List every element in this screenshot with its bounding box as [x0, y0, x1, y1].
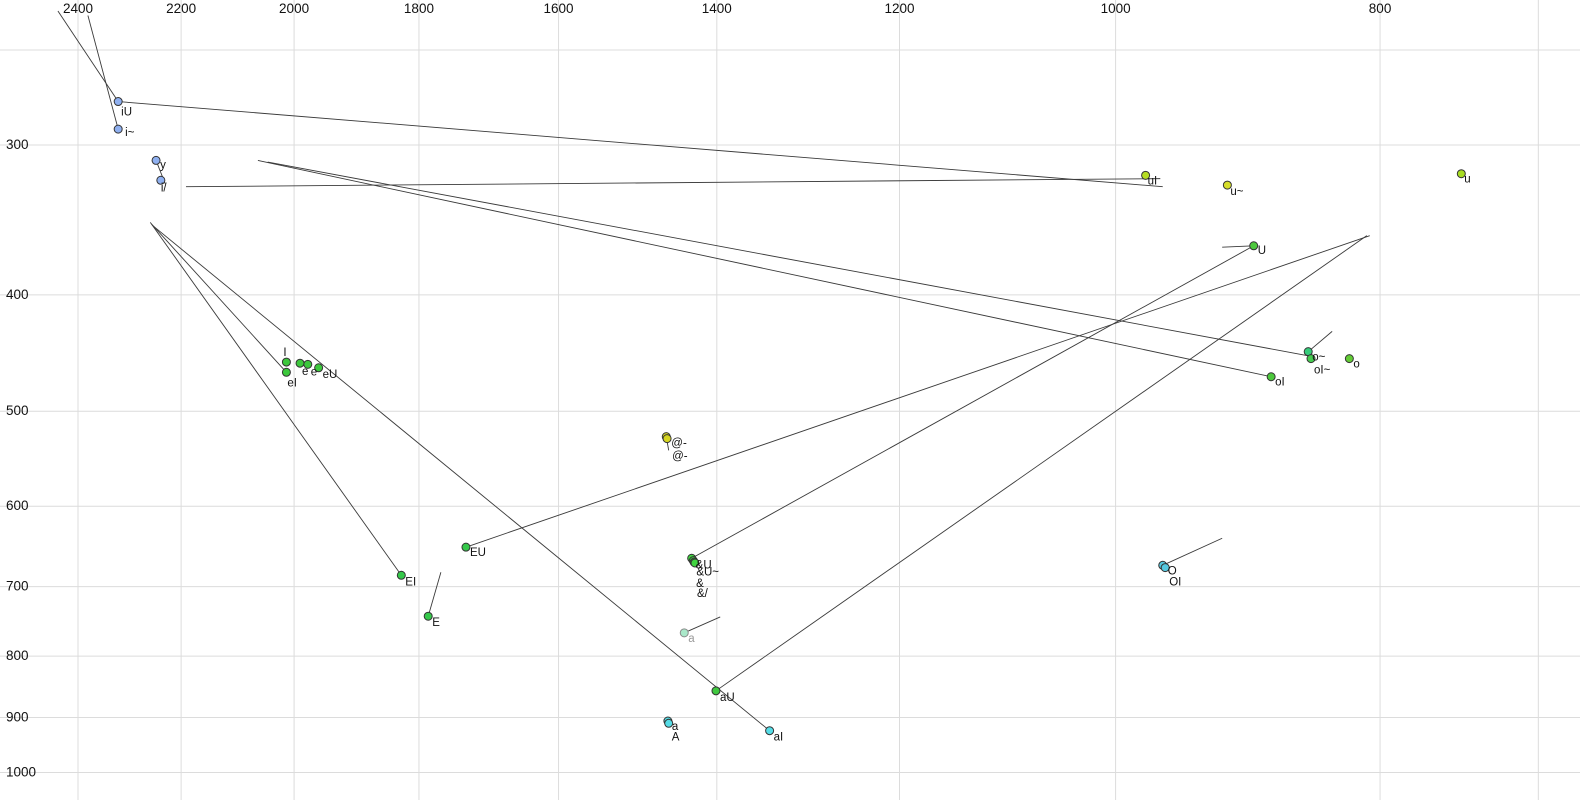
trajectory-line	[185, 178, 1161, 188]
vowel-label: e	[302, 366, 308, 378]
vowel-label: EU	[470, 547, 486, 559]
vowel-label: &U	[696, 559, 712, 571]
trajectory-line	[57, 10, 119, 102]
trajectory-line	[1222, 245, 1254, 248]
vowel-point	[113, 124, 123, 134]
x-tick-label: 800	[1369, 1, 1392, 16]
y-tick-label: 700	[6, 579, 29, 594]
vowel-point	[156, 175, 166, 185]
vowel-point	[1141, 170, 1151, 180]
vowel-label: u	[1464, 174, 1470, 186]
y-tick-label: 500	[6, 403, 29, 418]
vowel-label: @-	[671, 438, 687, 450]
vowel-label: y	[160, 159, 166, 171]
vowel-label: oI~	[1314, 365, 1331, 377]
vowel-point	[303, 359, 313, 369]
y-tick-label: 600	[6, 498, 29, 513]
vowel-label: U	[1258, 245, 1266, 257]
vowel-label: i/	[161, 182, 168, 194]
vowel-label: uI	[1148, 175, 1158, 187]
y-tick-label: 800	[6, 648, 29, 663]
vowel-label: &/	[697, 588, 709, 600]
trajectory-line	[151, 223, 287, 373]
vowel-point	[281, 357, 291, 367]
trajectory-line	[684, 616, 721, 634]
y-tick-label: 1000	[6, 764, 36, 779]
x-tick-label: 2400	[63, 1, 93, 16]
vowel-label: O	[1168, 565, 1177, 577]
vowel-point	[314, 363, 324, 373]
trajectory-line	[1162, 537, 1223, 566]
vowel-point	[281, 367, 291, 377]
x-tick-label: 1800	[404, 1, 434, 16]
vowel-label: E	[432, 617, 440, 629]
vowel-label: eI	[287, 377, 297, 389]
vowel-point	[664, 718, 674, 728]
y-tick-label: 300	[6, 137, 29, 152]
vowel-point	[711, 686, 721, 696]
vowel-label: eU	[323, 369, 338, 381]
vowel-point	[1306, 354, 1316, 364]
vowel-label: o~	[1312, 352, 1325, 364]
vowel-point	[423, 611, 433, 621]
x-tick-label: 1400	[702, 1, 732, 16]
vowel-label: a	[672, 721, 679, 733]
trajectory-line	[1307, 331, 1333, 352]
trajectory-line	[465, 235, 1370, 548]
x-tick-label: 2200	[166, 1, 196, 16]
vowel-point	[1160, 563, 1170, 573]
vowel-point	[1266, 372, 1276, 382]
x-tick-label: 2000	[279, 1, 309, 16]
vowel-label: @-	[672, 451, 688, 463]
vowel-point	[461, 542, 471, 552]
vowel-point	[662, 434, 672, 444]
vowel-label: u~	[1230, 186, 1243, 198]
vowel-label: &	[696, 578, 704, 590]
trajectory-line	[149, 222, 402, 576]
x-tick-label: 1600	[544, 1, 574, 16]
x-tick-label: 1000	[1101, 1, 1131, 16]
trajectory-line	[257, 159, 1272, 378]
y-tick-label: 400	[6, 287, 29, 302]
vowel-label: o	[1353, 359, 1359, 371]
vowel-label: i~	[125, 127, 135, 139]
trajectory-line	[427, 572, 442, 617]
vowel-point	[396, 570, 406, 580]
vowel-point	[1222, 180, 1232, 190]
vowel-label: aI	[774, 732, 784, 744]
trajectory-line	[87, 15, 119, 130]
vowel-point	[1344, 354, 1354, 364]
y-tick-label: 900	[6, 710, 29, 725]
trajectory-line	[152, 224, 770, 732]
vowel-label: e	[311, 366, 317, 378]
vowel-point	[1456, 169, 1466, 179]
vowel-label: OI	[1169, 577, 1181, 589]
vowel-point	[113, 97, 123, 107]
vowel-label: &U~	[696, 567, 719, 579]
trajectory-line	[715, 235, 1368, 692]
vowel-label: I	[283, 347, 286, 359]
vowel-point	[765, 726, 775, 736]
vowel-point	[690, 558, 700, 568]
vowel-point	[151, 155, 161, 165]
vowel-label: aU	[720, 692, 735, 704]
vowel-label: iU	[121, 107, 132, 119]
x-tick-label: 1200	[884, 1, 914, 16]
vowel-point	[1249, 241, 1259, 251]
vowel-point	[679, 628, 689, 638]
vowel-label: EI	[405, 576, 416, 588]
vowel-label: oI	[1275, 377, 1285, 389]
trajectory-line	[118, 101, 1163, 188]
vowel-label: a	[688, 633, 695, 645]
trajectory-line	[691, 245, 1254, 559]
vowel-label: A	[672, 731, 680, 743]
trajectory-line	[267, 161, 1312, 357]
